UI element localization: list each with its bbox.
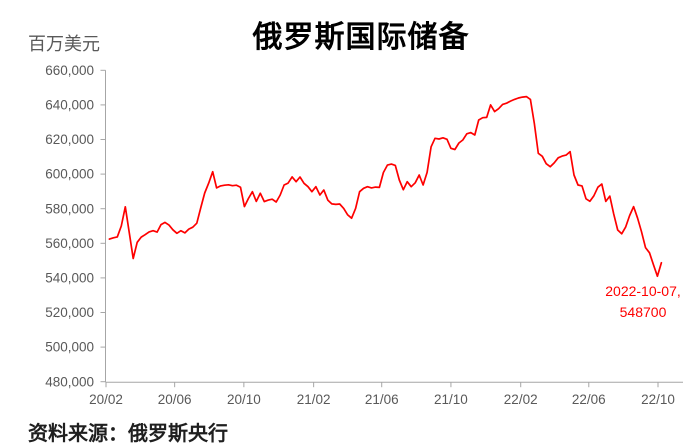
y-axis-unit-label: 百万美元 [28, 34, 100, 55]
y-tick-label: 480,000 [45, 374, 94, 389]
y-tick-label: 600,000 [45, 167, 94, 182]
chart-title: 俄罗斯国际储备 [252, 20, 470, 55]
y-tick-label: 640,000 [45, 98, 94, 113]
x-tick-label: 20/10 [227, 392, 261, 407]
x-tick-label: 22/06 [572, 392, 606, 407]
x-tick-label: 20/02 [89, 392, 123, 407]
y-tick-label: 560,000 [45, 236, 94, 251]
endpoint-annotation-value: 548700 [619, 304, 667, 320]
y-tick-label: 660,000 [45, 63, 94, 78]
y-tick-label: 540,000 [45, 271, 94, 286]
y-tick-label: 620,000 [45, 132, 94, 147]
y-tick-label: 580,000 [45, 201, 94, 216]
x-tick-label: 21/02 [297, 392, 331, 407]
x-tick-label: 22/02 [504, 392, 538, 407]
x-tick-label: 21/06 [365, 392, 399, 407]
reserves-series-line [108, 95, 663, 278]
x-tick-label: 22/10 [641, 392, 675, 407]
y-tick-label: 520,000 [45, 305, 94, 320]
y-tick-label: 500,000 [45, 340, 94, 355]
x-tick-label: 21/10 [434, 392, 468, 407]
endpoint-annotation: 2022-10-07, 548700 [605, 281, 681, 323]
endpoint-annotation-date: 2022-10-07, [605, 283, 681, 299]
source-note: 资料来源：俄罗斯央行 [28, 421, 228, 445]
x-tick-label: 20/06 [158, 392, 192, 407]
